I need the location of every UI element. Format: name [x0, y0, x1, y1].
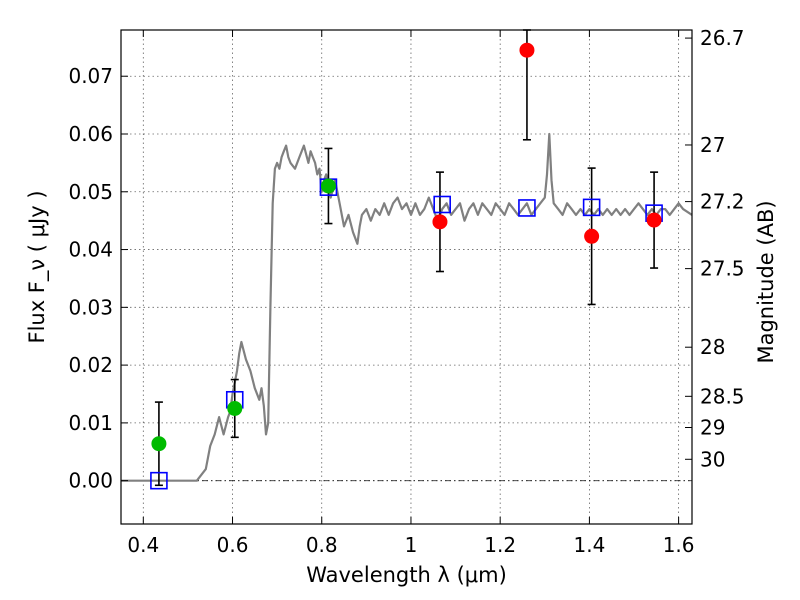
grid	[121, 30, 692, 524]
observed-point-red	[432, 214, 448, 230]
right-tick-label: 27.2	[700, 190, 745, 214]
observed-point-green	[227, 400, 243, 416]
observed-point-green	[151, 436, 167, 452]
x-tick-label: 1.4	[573, 533, 605, 557]
right-tick-label: 26.7	[700, 26, 745, 50]
right-tick-label: 27.5	[700, 257, 745, 281]
y-tick-label: 0.05	[68, 180, 113, 204]
right-tick-label: 27	[700, 133, 725, 157]
model-point-square	[433, 195, 451, 214]
observed-point-red	[584, 228, 600, 244]
y-tick-label: 0.02	[68, 353, 113, 377]
model-point-square	[582, 198, 601, 217]
x-tick-label: 1.2	[484, 533, 516, 557]
x-axis-label: Wavelength λ (μm)	[306, 563, 507, 587]
y-tick-label: 0.01	[68, 411, 113, 435]
y-tick-label: 0.06	[68, 122, 113, 146]
x-tick-label: 0.4	[127, 533, 159, 557]
observed-point-red	[646, 212, 662, 228]
x-tick-label: 0.8	[306, 533, 338, 557]
right-tick-label: 30	[700, 447, 725, 471]
right-tick-label: 28.5	[700, 384, 745, 408]
y-axis-label: Flux F_ν ( μJy )	[25, 190, 50, 343]
x-tick-label: 1.6	[663, 533, 695, 557]
x-tick-label: 0.6	[217, 533, 249, 557]
model-point-square	[150, 471, 168, 490]
plot-frame	[120, 29, 693, 525]
y-tick-label: 0.00	[68, 469, 113, 493]
y-tick-label: 0.04	[68, 238, 113, 262]
observed-point-green	[320, 178, 336, 194]
x-tick-label: 1	[405, 533, 418, 557]
right-tick-label: 28	[700, 335, 725, 359]
data-markers	[150, 42, 663, 490]
model-point-square	[518, 199, 536, 217]
y-tick-label: 0.07	[68, 64, 113, 88]
error-bars	[154, 29, 659, 487]
right-axis-label: Magnitude (AB)	[754, 200, 778, 363]
observed-point-red	[519, 42, 535, 58]
axis-ticks: 0.4 0.6 0.8 1 1.2 1.4 1.6 0.00 0.01 0.02 0.03 0.04 0…	[68, 26, 744, 557]
y-tick-label: 0.03	[68, 295, 113, 319]
right-tick-label: 29	[700, 416, 725, 440]
